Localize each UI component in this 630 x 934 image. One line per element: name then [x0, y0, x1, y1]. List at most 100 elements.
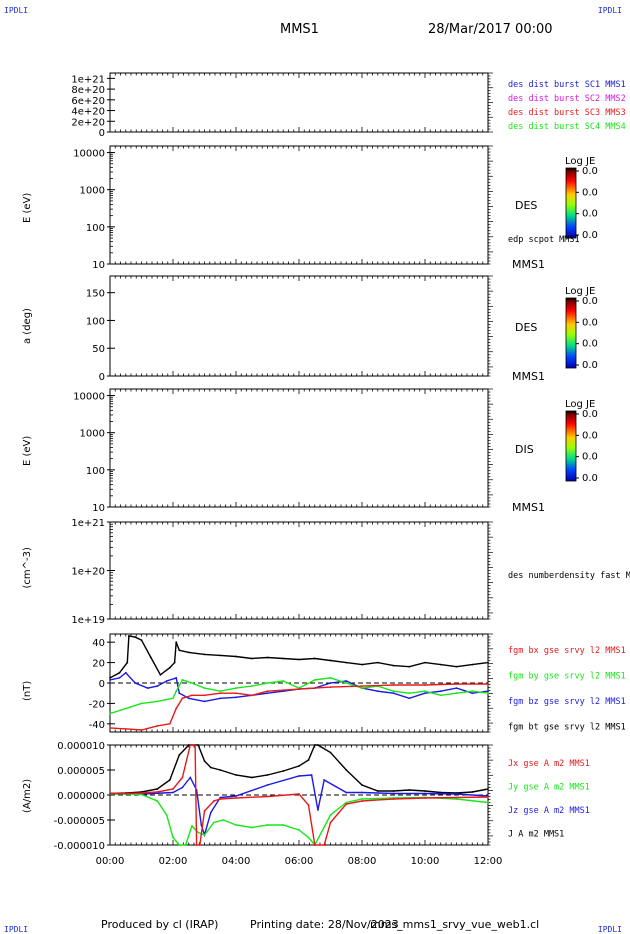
point-bz	[156, 685, 159, 687]
point-by	[191, 682, 193, 684]
y-axis-label: (nT)	[22, 681, 33, 701]
point-Jy	[191, 825, 193, 827]
point-by	[439, 694, 442, 697]
point-bt	[329, 659, 332, 662]
point-bx	[424, 684, 426, 686]
point-Jy	[250, 826, 253, 829]
point-Jx	[198, 844, 201, 846]
point-bz	[219, 697, 222, 700]
point-bt	[298, 658, 300, 661]
point-bt	[392, 664, 395, 667]
point-bx	[156, 725, 159, 727]
point-bt	[134, 636, 137, 638]
point-Jx	[329, 821, 332, 824]
point-Jy	[203, 834, 206, 836]
colorbar-tick-label: 0.0	[582, 339, 598, 350]
legend-entry: Jz gse A m2 MMS1	[508, 806, 590, 816]
point-by	[156, 700, 159, 703]
colorbar-des-energy	[565, 167, 577, 239]
y-tick-label: -0.000010	[54, 841, 105, 852]
point-J	[408, 789, 411, 791]
point-Jx	[323, 844, 326, 846]
point-J	[424, 790, 426, 792]
point-Jx	[455, 796, 458, 799]
point-J	[197, 744, 200, 746]
y-tick-label: 8e+20	[71, 85, 105, 96]
y-axis-label: a (deg)	[22, 308, 33, 344]
legend-entry: des dist burst SC4 MMS4	[508, 122, 626, 132]
point-bz	[345, 680, 348, 682]
point-Jz	[455, 793, 458, 795]
point-bz	[165, 680, 168, 682]
point-J	[235, 774, 237, 776]
point-by	[109, 712, 111, 715]
point-J	[203, 760, 206, 762]
point-by	[219, 690, 222, 693]
colorbar-tick-label: 0.0	[582, 317, 598, 328]
spacecraft-title: MMS1	[280, 22, 319, 37]
panel-frame-5	[109, 521, 489, 620]
point-by	[282, 680, 285, 682]
point-bx	[191, 694, 193, 697]
point-bx	[181, 697, 184, 700]
point-bt	[471, 663, 474, 666]
legend-entry: fgm bz gse srvy l2 MMS1	[508, 697, 626, 707]
y-tick-label: 1000	[80, 429, 105, 440]
point-J	[187, 744, 190, 746]
colorbar-title: Log JE	[565, 156, 595, 167]
point-bx	[109, 727, 111, 729]
x-tick-label: 02:00	[159, 856, 188, 867]
legend-entry: des dist burst SC2 MMS2	[508, 94, 626, 104]
point-Jz	[298, 775, 300, 777]
instrument-label: DES	[515, 199, 537, 212]
point-Jy	[172, 836, 174, 839]
point-bx	[235, 692, 237, 695]
point-J	[266, 774, 269, 776]
legend-entry: Jx gse A m2 MMS1	[508, 759, 590, 769]
point-J	[307, 759, 310, 761]
y-tick-label: 1e+21	[71, 74, 105, 85]
point-Jz	[189, 776, 192, 779]
overlay-label: edp scpot MMS1	[508, 235, 580, 245]
y-tick-label: 0	[99, 679, 105, 690]
point-Jy	[156, 800, 159, 802]
x-tick-label: 06:00	[285, 856, 314, 867]
y-tick-label: 100	[86, 223, 105, 234]
y-tick-label: 0.000010	[57, 741, 105, 752]
x-tick-label: 08:00	[348, 856, 377, 867]
point-bt	[178, 649, 181, 652]
y-axis-label: E (eV)	[22, 193, 33, 223]
date-title: 28/Mar/2017 00:00	[428, 22, 553, 37]
point-Jy	[165, 814, 168, 816]
point-Jy	[455, 798, 458, 800]
point-by	[424, 690, 426, 693]
point-bt	[140, 639, 143, 641]
point-J	[317, 744, 319, 746]
point-Jx	[307, 804, 310, 806]
point-by	[175, 690, 178, 693]
footer-plot-name: mms_mms1_srvy_vue_web1.cl	[370, 918, 540, 931]
point-by	[313, 679, 316, 681]
point-Jx	[424, 797, 426, 799]
point-Jz	[310, 774, 313, 776]
point-bx	[487, 683, 489, 685]
point-J	[178, 754, 181, 756]
point-Jx	[345, 803, 348, 805]
point-Jz	[392, 792, 395, 795]
point-bt	[250, 657, 253, 660]
point-bt	[376, 661, 379, 664]
colorbar-tick-label: 0.0	[582, 296, 598, 307]
point-bz	[471, 692, 474, 695]
y-tick-label: 0	[99, 372, 105, 383]
point-Jx	[140, 792, 143, 794]
spacecraft-label: MMS1	[512, 370, 545, 383]
point-bt	[109, 677, 111, 679]
point-bt	[203, 653, 206, 656]
colorbar-title: Log JE	[565, 286, 595, 297]
y-tick-label: 150	[86, 289, 105, 300]
point-bt	[127, 635, 130, 637]
point-bx	[168, 722, 171, 725]
legend-entry: des dist burst SC3 MMS3	[508, 108, 626, 118]
point-Jx	[487, 796, 489, 798]
point-Jy	[235, 824, 237, 826]
